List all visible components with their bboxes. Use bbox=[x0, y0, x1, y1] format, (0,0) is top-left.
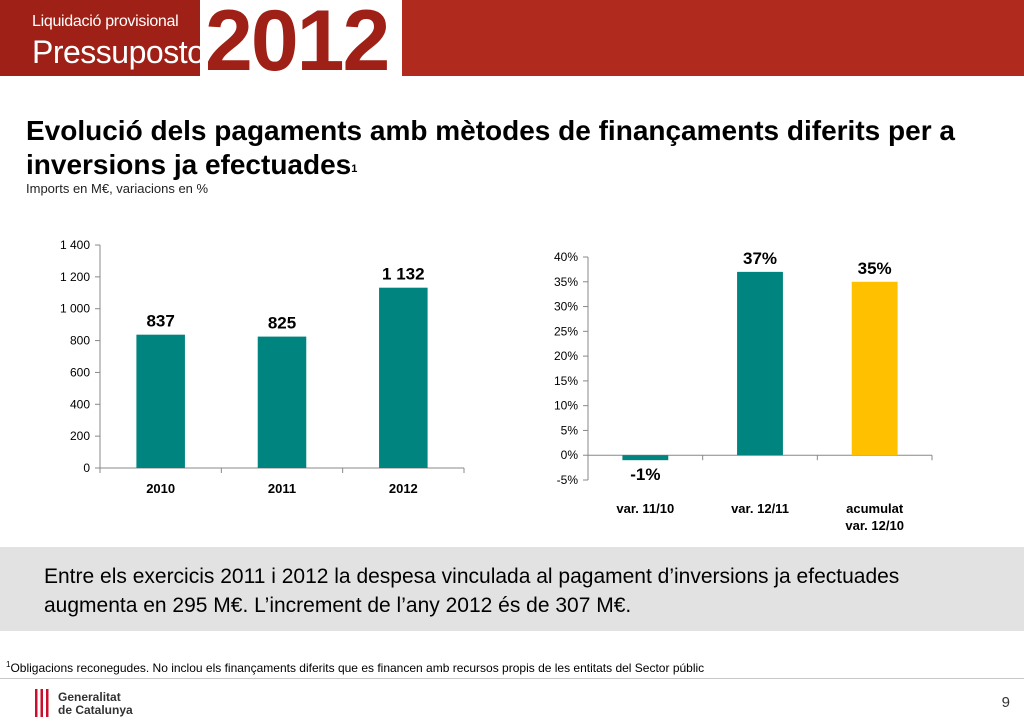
y-tick-label: 1 400 bbox=[60, 238, 90, 252]
y-tick-label: 1 000 bbox=[60, 302, 90, 316]
x-category-label-line: 2012 bbox=[389, 481, 418, 496]
y-tick-label: 200 bbox=[70, 429, 90, 443]
x-category-label: 2012 bbox=[389, 481, 418, 496]
chart-payments-amount: 0 200 400 600 800 1 000 1 200 1 400 837 825 1 132 2… bbox=[60, 238, 465, 496]
header-subtitle: Liquidació provisional bbox=[32, 13, 179, 30]
slide-title: Evolució dels pagaments amb mètodes de f… bbox=[26, 114, 1006, 188]
y-tick-label: -5% bbox=[557, 473, 579, 487]
x-category-label-line: var. 11/10 bbox=[616, 501, 674, 516]
x-category-label-line: var. 12/11 bbox=[731, 501, 789, 516]
page-number: 9 bbox=[1001, 694, 1010, 711]
bar-2010 bbox=[136, 334, 185, 468]
y-tick-label: 800 bbox=[70, 334, 90, 348]
y-tick-label: 0 bbox=[83, 461, 90, 475]
y-tick-label: 30% bbox=[554, 300, 578, 314]
y-tick-label: 20% bbox=[554, 349, 578, 363]
generalitat-logo-text: Generalitat de Catalunya bbox=[58, 691, 133, 717]
bar-2012 bbox=[379, 287, 428, 468]
footnote: 1Obligacions reconegudes. No inclou els … bbox=[6, 660, 704, 675]
y-tick-label: 40% bbox=[554, 250, 578, 264]
x-category-label: 2011 bbox=[268, 481, 296, 496]
slide-title-footnote-ref: 1 bbox=[351, 163, 358, 175]
data-label: 37% bbox=[743, 249, 777, 268]
y-tick-label: 15% bbox=[554, 374, 578, 388]
y-tick-label: 600 bbox=[70, 365, 90, 379]
logo-line-2: de Catalunya bbox=[58, 703, 133, 717]
bar-2011 bbox=[257, 336, 307, 468]
y-tick-label: 25% bbox=[554, 324, 578, 338]
y-tick-label: 10% bbox=[554, 399, 578, 413]
bar-var-11-10 bbox=[622, 455, 669, 461]
footer-divider bbox=[0, 678, 1024, 679]
chart-variations-percent: -5% 0% 5% 10% 15% 20% 25% 30% 35% 40% -1% 37% 35% var… bbox=[554, 249, 933, 533]
x-category-label: 2010 bbox=[146, 481, 175, 496]
x-category-label: var. 11/10 bbox=[616, 501, 674, 516]
y-tick-label: 35% bbox=[554, 275, 578, 289]
x-category-label-line: acumulat bbox=[846, 501, 904, 516]
data-label: 837 bbox=[146, 312, 174, 331]
logo-line-1: Generalitat bbox=[58, 690, 121, 704]
header-banner-left bbox=[0, 0, 200, 76]
generalitat-logo-icon bbox=[34, 689, 50, 717]
data-label: 35% bbox=[858, 259, 892, 278]
x-category-label: acumulat var. 12/10 bbox=[845, 501, 904, 533]
header-banner-right bbox=[402, 0, 1024, 76]
y-tick-label: 1 200 bbox=[60, 270, 90, 284]
y-tick-label: 5% bbox=[561, 423, 579, 437]
header-year: 2012 bbox=[205, 0, 390, 89]
footnote-ref: 1 bbox=[6, 660, 11, 669]
footnote-text: Obligacions reconegudes. No inclou els f… bbox=[10, 661, 705, 675]
y-tick-label: 400 bbox=[70, 397, 90, 411]
x-category-label: var. 12/11 bbox=[731, 501, 789, 516]
data-label: -1% bbox=[630, 465, 660, 484]
x-category-label-line: var. 12/10 bbox=[845, 518, 904, 533]
slide-title-text: Evolució dels pagaments amb mètodes de f… bbox=[26, 115, 955, 180]
summary-box bbox=[0, 547, 1024, 631]
data-label: 825 bbox=[268, 314, 296, 333]
y-tick-label: 0% bbox=[561, 448, 579, 462]
summary-text: Entre els exercicis 2011 i 2012 la despe… bbox=[44, 565, 900, 617]
x-category-label-line: 2011 bbox=[268, 481, 296, 496]
slide-subtitle: Imports en M€, variacions en % bbox=[26, 181, 209, 196]
bar-acumulat-var-12-10 bbox=[851, 281, 898, 456]
bar-var-12-11 bbox=[737, 271, 783, 456]
header-title: Pressupostos bbox=[32, 34, 220, 70]
x-category-label-line: 2010 bbox=[146, 481, 175, 496]
data-label: 1 132 bbox=[382, 265, 425, 284]
